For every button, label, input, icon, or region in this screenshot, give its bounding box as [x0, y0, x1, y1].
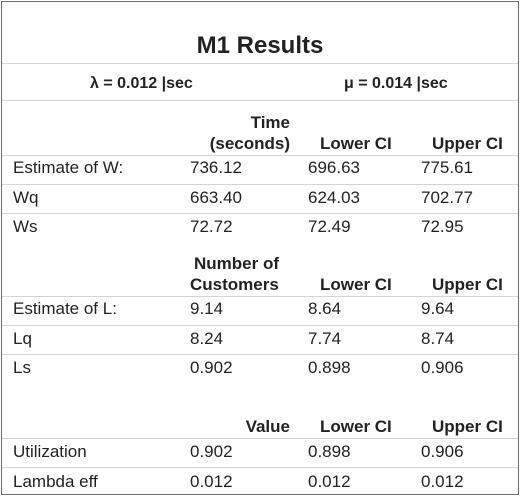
row-upper-ci: 0.012: [421, 472, 464, 491]
value-header: Value: [245, 417, 290, 436]
row-upper-ci: 8.74: [421, 329, 455, 348]
row-value: 8.24: [190, 329, 224, 348]
row-upper-ci: 72.95: [421, 217, 464, 236]
time-header-line2: (seconds): [209, 134, 290, 153]
row-lower-ci: 624.03: [308, 188, 360, 207]
customers-upper-ci-header: Upper CI: [432, 275, 503, 294]
time-lower-ci-header: Lower CI: [320, 134, 392, 153]
row-value: 0.902: [190, 442, 233, 461]
page-title: M1 Results: [196, 32, 324, 59]
row-value: 0.012: [190, 472, 233, 491]
row-lower-ci: 0.898: [308, 358, 351, 377]
row-value: 0.902: [190, 358, 233, 377]
divider: [2, 213, 518, 214]
row-value: 9.14: [190, 299, 224, 318]
row-upper-ci: 702.77: [421, 188, 473, 207]
divider: [2, 438, 518, 439]
row-label: Lambda eff: [13, 472, 98, 491]
divider: [2, 155, 518, 156]
divider: [2, 296, 518, 297]
customers-header-line1: Number of: [194, 254, 279, 273]
value-lower-ci-header: Lower CI: [320, 417, 392, 436]
divider: [2, 63, 518, 64]
row-label: Ws: [13, 217, 38, 236]
row-lower-ci: 0.898: [308, 442, 351, 461]
row-upper-ci: 775.61: [421, 158, 473, 177]
row-label: Ls: [13, 358, 31, 377]
row-lower-ci: 0.012: [308, 472, 351, 491]
row-label: Estimate of L:: [13, 299, 117, 318]
row-lower-ci: 7.74: [308, 329, 342, 348]
row-value: 736.12: [190, 158, 242, 177]
divider: [2, 467, 518, 468]
divider: [2, 354, 518, 355]
row-lower-ci: 8.64: [308, 299, 342, 318]
divider: [2, 100, 518, 101]
row-label: Lq: [13, 329, 32, 348]
divider: [2, 325, 518, 326]
row-lower-ci: 696.63: [308, 158, 360, 177]
divider: [2, 184, 518, 185]
row-lower-ci: 72.49: [308, 217, 351, 236]
lambda-param: λ = 0.012 |sec: [90, 75, 193, 92]
customers-lower-ci-header: Lower CI: [320, 275, 392, 294]
row-label: Wq: [13, 188, 39, 207]
customers-header-line2: Customers: [190, 275, 279, 294]
row-upper-ci: 0.906: [421, 358, 464, 377]
row-upper-ci: 0.906: [421, 442, 464, 461]
value-upper-ci-header: Upper CI: [432, 417, 503, 436]
row-value: 663.40: [190, 188, 242, 207]
row-upper-ci: 9.64: [421, 299, 455, 318]
time-upper-ci-header: Upper CI: [432, 134, 503, 153]
row-value: 72.72: [190, 217, 233, 236]
row-label: Estimate of W:: [13, 158, 124, 177]
time-header-line1: Time: [250, 113, 290, 132]
mu-param: μ = 0.014 |sec: [344, 75, 448, 92]
row-label: Utilization: [13, 442, 87, 461]
